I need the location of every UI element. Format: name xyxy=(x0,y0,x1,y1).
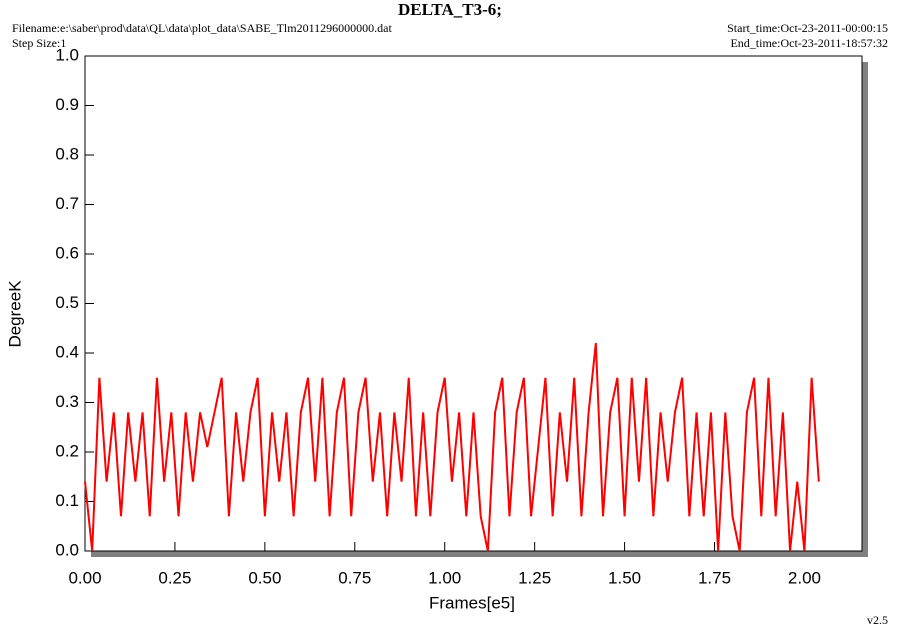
data-line xyxy=(84,342,820,552)
x-tick-label: 0.50 xyxy=(248,568,281,587)
y-tick-label: 0.5 xyxy=(55,293,79,312)
version: v2.5 xyxy=(867,613,888,627)
x-tick-label: 2.00 xyxy=(788,568,821,587)
x-tick-label: 0.25 xyxy=(158,568,191,587)
chart-title: DELTA_T3-6; xyxy=(398,0,502,19)
x-tick-label: 1.00 xyxy=(428,568,461,587)
y-tick-label: 1.0 xyxy=(55,45,79,64)
start-time: Start_time:Oct-23-2011-00:00:15 xyxy=(727,21,888,35)
x-tick-label: 0.75 xyxy=(338,568,371,587)
y-tick-label: 0.9 xyxy=(55,95,79,114)
end-time: End_time:Oct-23-2011-18:57:32 xyxy=(730,36,888,50)
y-axis-label: DegreeK xyxy=(5,280,24,348)
y-tick-label: 0.8 xyxy=(55,144,79,163)
y-tick-label: 0.6 xyxy=(55,243,79,262)
filename: Filename:e:\saber\prod\data\QL\data\plot… xyxy=(12,21,392,35)
step-size: Step Size:1 xyxy=(12,36,66,50)
x-tick-label: 1.25 xyxy=(518,568,551,587)
y-tick-label: 0.4 xyxy=(55,342,79,361)
plot-area xyxy=(84,55,863,552)
y-tick-label: 0.3 xyxy=(55,392,79,411)
y-tick-label: 0.2 xyxy=(55,441,79,460)
x-tick-label: 0.00 xyxy=(68,568,101,587)
y-tick-label: 0.1 xyxy=(55,491,79,510)
x-tick-label: 1.50 xyxy=(608,568,641,587)
x-tick-label: 1.75 xyxy=(698,568,731,587)
y-tick-label: 0.0 xyxy=(55,540,79,559)
y-tick-label: 0.7 xyxy=(55,194,79,213)
x-axis-label: Frames[e5] xyxy=(429,593,515,612)
